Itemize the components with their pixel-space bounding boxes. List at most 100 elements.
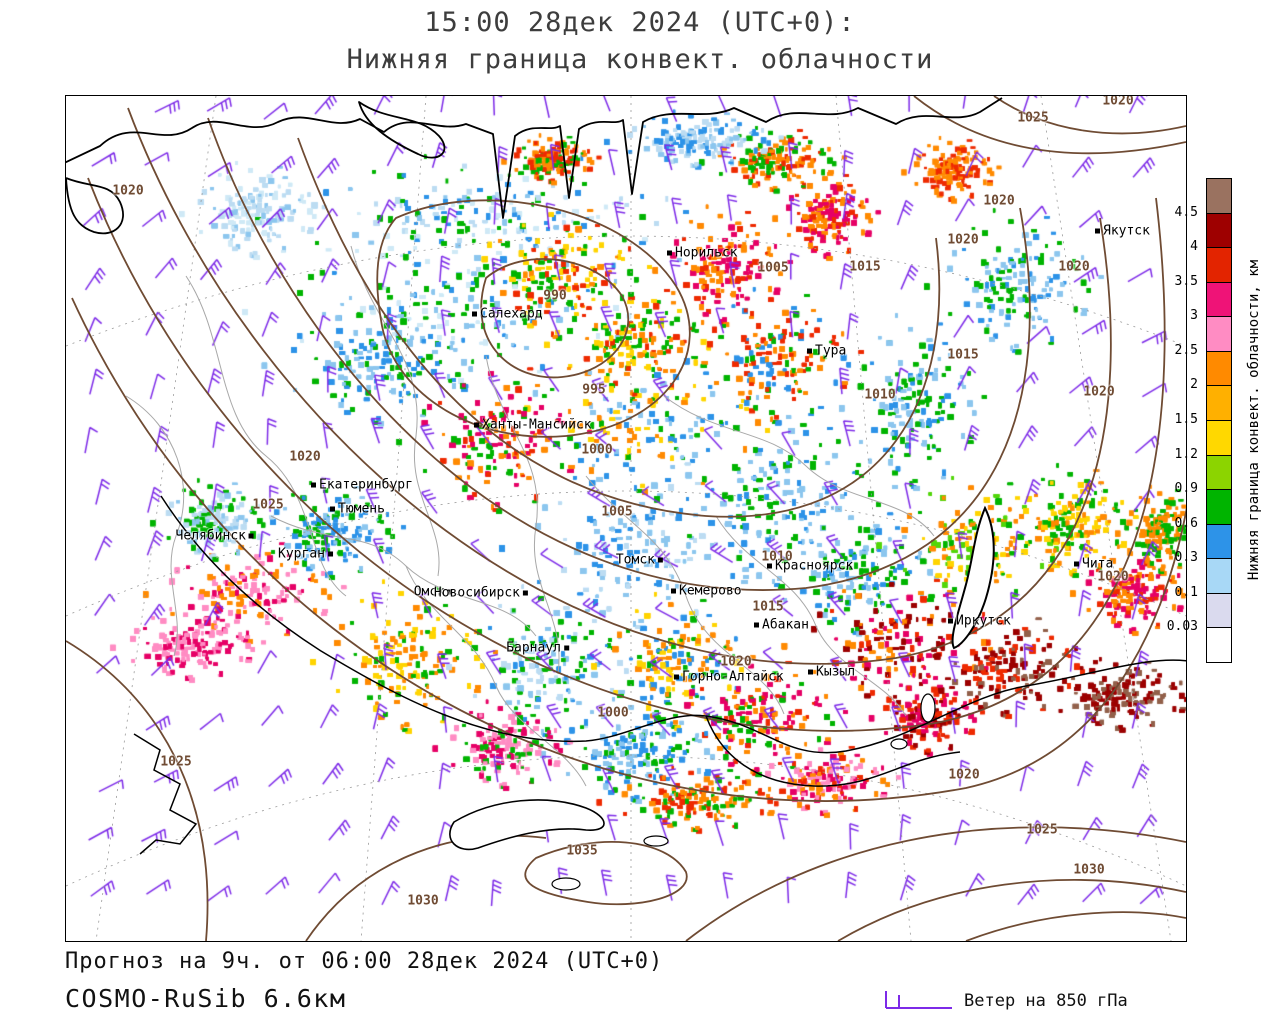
lake-khovsgol xyxy=(920,693,936,723)
city-label: Салехард xyxy=(480,306,543,322)
isobar-line xyxy=(207,117,1031,591)
lakes xyxy=(449,505,995,891)
isobar-value-label: 995 xyxy=(582,382,606,398)
city-dot xyxy=(564,645,569,651)
region-border xyxy=(585,475,785,715)
city-dot xyxy=(472,311,477,317)
city-dot xyxy=(311,482,316,488)
forecast-info-text: Прогноз на 9ч. от 06:00 28дек 2024 (UTC+… xyxy=(65,949,664,974)
colorbar-segment xyxy=(1206,627,1232,663)
colorbar-tick-label: 0.9 xyxy=(1174,481,1198,497)
city-marker: Якутск xyxy=(1095,224,1150,239)
region-border xyxy=(663,395,935,537)
title-datetime: 15:00 28дек 2024 (UTC+0): xyxy=(424,7,856,38)
isobar-line xyxy=(376,199,691,438)
city-dot xyxy=(474,422,479,428)
colorbar-segment xyxy=(1206,592,1232,629)
colorbar-tick-label: 0.6 xyxy=(1174,515,1198,531)
country-border xyxy=(160,495,1186,754)
city-label: Новосибирск xyxy=(433,585,520,601)
city-dot xyxy=(948,618,953,624)
country-border xyxy=(705,715,961,787)
lake-baikal xyxy=(951,505,995,650)
city-dot xyxy=(767,563,772,569)
isobar-value-label: 1020 xyxy=(948,767,980,783)
isobar-value-label: 990 xyxy=(543,288,567,304)
isobar-value-label: 1020 xyxy=(983,193,1015,209)
isobar-line xyxy=(524,840,688,906)
isobar-value-label: 1025 xyxy=(160,754,192,770)
isobar-line xyxy=(965,911,1186,941)
lake-zaysan xyxy=(643,835,669,847)
colorbar-segment xyxy=(1206,212,1232,249)
city-label: Курган xyxy=(278,546,325,562)
graticule-line xyxy=(1040,96,1172,941)
isobar-value-label: 1025 xyxy=(252,497,284,513)
region-border xyxy=(350,245,440,577)
title-product-name: Нижняя граница конвект. облачности xyxy=(346,44,934,75)
city-marker: Барнаул xyxy=(506,641,569,656)
colorbar-tick-label: 1.2 xyxy=(1174,446,1198,462)
city-marker: Курган xyxy=(278,547,333,562)
colorbar-tick-label: 2 xyxy=(1190,377,1198,393)
colorbar-segment xyxy=(1206,489,1232,525)
city-dot xyxy=(808,669,813,675)
isobar-value-label: 1025 xyxy=(1026,822,1058,838)
colorbar-tick-label: 3 xyxy=(1190,308,1198,324)
isobar-line xyxy=(71,297,1186,802)
isobar-value-label: 1035 xyxy=(566,843,598,859)
colorbar-segment xyxy=(1206,281,1232,318)
city-marker: Кызыл xyxy=(808,665,855,680)
country-borders xyxy=(133,495,1186,855)
city-dot xyxy=(249,533,254,539)
wind-legend-label: Ветер на 850 гПа xyxy=(964,991,1128,1011)
region-borders xyxy=(125,245,935,787)
island-novaya-zemlya xyxy=(358,101,446,159)
graticule-line xyxy=(66,235,1186,347)
colorbar-segment xyxy=(1206,316,1232,352)
city-label: Тура xyxy=(815,343,847,359)
colorbar-tick-label: 0.03 xyxy=(1166,619,1198,635)
colorbar-ticks: 4.5 4 3.5 3 2.5 2 1.5 1.2 0.9 0.6 0.3 0.1 0.03 xyxy=(1156,178,1202,662)
city-label: Омск xyxy=(413,584,445,600)
isobar-value-label: 1015 xyxy=(752,599,784,615)
colorbar-tick-label: 0.1 xyxy=(1174,584,1198,600)
isobar-value-label: 1015 xyxy=(849,259,881,275)
city-marker: Тюмень xyxy=(330,502,385,517)
isobar-value-label: 1020 xyxy=(1083,384,1115,400)
white-sea-coast xyxy=(66,177,124,235)
city-dot xyxy=(754,622,759,628)
arctic-coastline xyxy=(66,97,1003,219)
graticule-line xyxy=(360,96,427,941)
city-marker: Екатеринбург xyxy=(311,478,413,493)
isobar-value-label: 1020 xyxy=(947,232,979,248)
city-label: Томск xyxy=(615,552,655,568)
isobar-line xyxy=(480,258,629,379)
city-marker: Омск xyxy=(414,585,453,600)
graticule-line xyxy=(66,490,1186,617)
city-marker: Ханты-Мансийск xyxy=(474,418,592,433)
city-marker: Новосибирск xyxy=(434,586,528,601)
city-marker: Чита xyxy=(1074,557,1113,572)
city-marker: Тура xyxy=(807,344,846,359)
region-border xyxy=(715,515,907,717)
graticule-lines xyxy=(66,96,1186,941)
isobar-line xyxy=(837,879,1186,941)
city-marker: Абакан xyxy=(754,618,809,633)
isobar-line xyxy=(685,826,1186,941)
isobar-value-label: 1020 xyxy=(1058,259,1090,275)
city-marker: Челябинск xyxy=(176,529,254,544)
city-marker: Горно-Алтайск xyxy=(674,670,784,685)
city-dot xyxy=(523,590,528,596)
isobar-value-label: 1005 xyxy=(757,260,789,276)
city-label: Екатеринбург xyxy=(319,477,413,493)
city-dot xyxy=(1095,228,1100,234)
colorbar-segment xyxy=(1206,247,1232,283)
isobar-value-label: 1010 xyxy=(761,549,793,565)
city-dot xyxy=(330,506,335,512)
coastlines xyxy=(66,97,1003,235)
isobar-value-label: 1020 xyxy=(720,654,752,670)
colorbar-tick-label: 3.5 xyxy=(1174,273,1198,289)
city-label: Якутск xyxy=(1103,223,1150,239)
colorbar-tick-label: 2.5 xyxy=(1174,342,1198,358)
